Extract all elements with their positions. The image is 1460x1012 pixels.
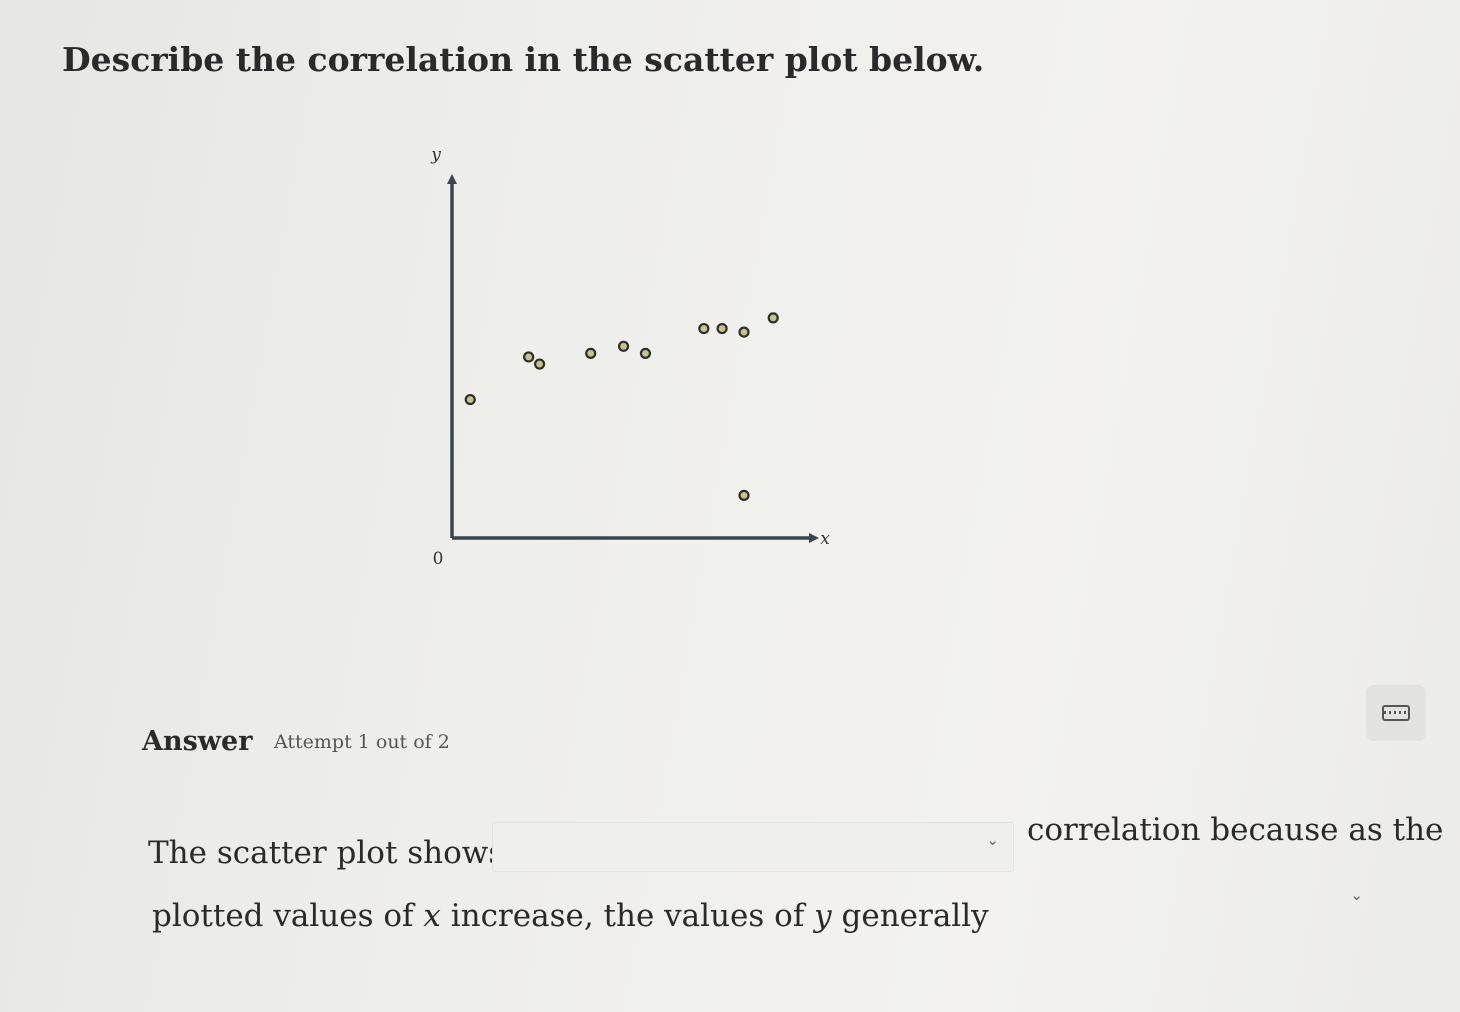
origin-label: 0 xyxy=(433,549,444,569)
scatter-point xyxy=(716,322,728,335)
scatter-point xyxy=(738,326,750,338)
answer-sentence-part3: plotted values of 𝑥 increase, the values… xyxy=(152,898,989,934)
answer-sentence-part1: The scatter plot shows xyxy=(148,835,505,871)
x-axis-label: x xyxy=(820,529,830,549)
chevron-down-icon: ⌄ xyxy=(986,831,999,849)
scatter-point xyxy=(464,393,476,406)
scatter-point xyxy=(738,489,750,501)
keyboard-icon xyxy=(1382,705,1410,721)
scatter-point xyxy=(698,322,710,335)
answer-label: Answer xyxy=(142,726,253,757)
scatter-point xyxy=(617,340,630,352)
keyboard-button[interactable] xyxy=(1366,685,1426,741)
scatter-point xyxy=(533,358,546,370)
scatter-point xyxy=(523,351,535,363)
chevron-down-icon: ⌄ xyxy=(1350,886,1363,904)
scatter-point xyxy=(639,347,652,359)
question-text: Describe the correlation in the scatter … xyxy=(62,40,985,79)
scatter-point xyxy=(767,312,779,324)
y-axis-label: y xyxy=(430,145,441,165)
trend-dropdown[interactable]: ⌄ xyxy=(945,880,1375,926)
answer-sentence-part2: correlation because as the xyxy=(1027,812,1444,848)
scatter-point xyxy=(585,347,597,359)
correlation-dropdown[interactable]: ⌄ xyxy=(492,822,1014,872)
attempt-counter: Attempt 1 out of 2 xyxy=(274,731,450,753)
